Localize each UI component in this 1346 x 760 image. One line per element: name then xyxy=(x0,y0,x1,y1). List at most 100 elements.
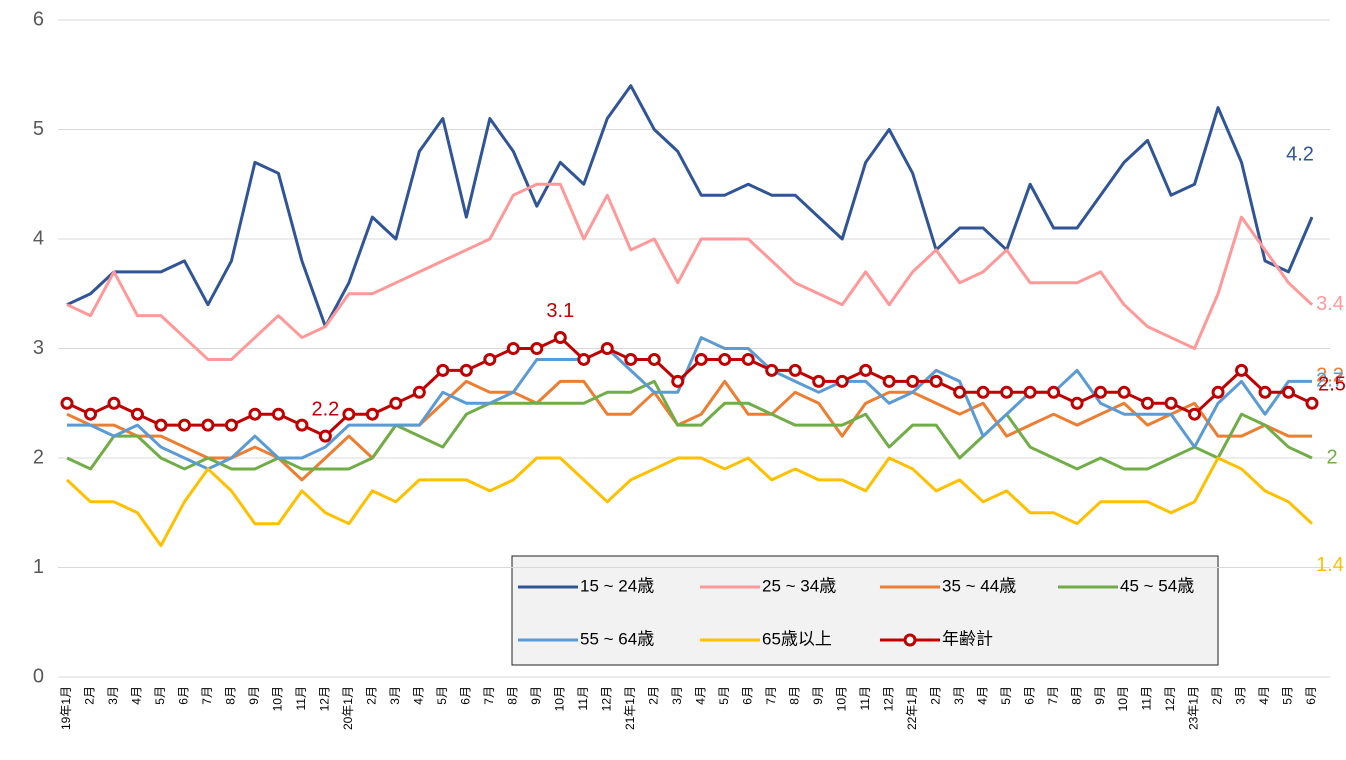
x-tick-label: 9月 xyxy=(529,686,543,705)
x-tick-label: 8月 xyxy=(224,686,238,705)
series-line xyxy=(65,456,1314,548)
x-tick-label: 7月 xyxy=(482,686,496,705)
point-marker xyxy=(248,407,262,421)
x-tick-label: 9月 xyxy=(247,686,261,705)
x-tick-label: 12月 xyxy=(318,686,332,711)
x-tick-label: 7月 xyxy=(200,686,214,705)
legend-label: 55 ~ 64歳 xyxy=(580,629,654,648)
point-marker xyxy=(835,374,849,388)
point-marker xyxy=(154,418,168,432)
point-marker xyxy=(812,374,826,388)
x-tick-label: 3月 xyxy=(670,686,684,705)
point-marker xyxy=(412,385,426,399)
y-tick-label: 0 xyxy=(33,665,44,687)
series-line xyxy=(66,182,1314,361)
series-line xyxy=(66,84,1314,329)
legend-label: 35 ~ 44歳 xyxy=(942,576,1016,595)
point-marker xyxy=(1305,396,1319,410)
x-tick-label: 7月 xyxy=(1046,686,1060,705)
point-marker xyxy=(577,352,591,366)
data-label: 2.2 xyxy=(311,398,339,420)
point-marker xyxy=(1164,396,1178,410)
x-tick-label: 7月 xyxy=(764,686,778,705)
legend-label: 15 ~ 24歳 xyxy=(580,576,654,595)
point-marker xyxy=(130,407,144,421)
x-tick-label: 9月 xyxy=(811,686,825,705)
y-tick-label: 3 xyxy=(33,337,44,359)
point-marker xyxy=(271,407,285,421)
x-tick-label: 2月 xyxy=(1210,686,1224,705)
x-tick-label: 4月 xyxy=(1257,686,1271,705)
x-tick-label: 8月 xyxy=(787,686,801,705)
x-tick-label: 22年1月 xyxy=(905,686,919,730)
point-marker xyxy=(1141,396,1155,410)
point-marker xyxy=(671,374,685,388)
point-marker xyxy=(976,385,990,399)
x-tick-label: 10月 xyxy=(1116,686,1130,711)
x-tick-label: 4月 xyxy=(975,686,989,705)
point-marker xyxy=(224,418,238,432)
point-marker xyxy=(600,342,614,355)
x-tick-label: 21年1月 xyxy=(623,686,637,730)
legend-label: 45 ~ 54歳 xyxy=(1120,576,1194,595)
x-tick-label: 20年1月 xyxy=(341,686,355,730)
point-marker xyxy=(506,342,520,355)
x-tick-label: 5月 xyxy=(717,686,731,705)
x-tick-label: 11月 xyxy=(1140,686,1154,710)
point-marker xyxy=(1094,385,1108,399)
point-marker xyxy=(718,352,732,366)
x-tick-label: 10月 xyxy=(271,686,285,711)
legend-label: 65歳以上 xyxy=(762,629,832,648)
y-tick-label: 1 xyxy=(33,556,44,578)
x-tick-label: 3月 xyxy=(952,686,966,705)
point-marker xyxy=(694,352,708,366)
x-tick-label: 12月 xyxy=(599,686,613,711)
point-marker xyxy=(906,374,920,388)
x-tick-label: 6月 xyxy=(1304,686,1318,705)
data-label: 4.2 xyxy=(1286,143,1314,165)
series-line xyxy=(67,336,1312,471)
point-marker xyxy=(318,429,332,443)
point-marker xyxy=(624,352,638,366)
x-tick-label: 12月 xyxy=(881,686,895,711)
x-tick-label: 11月 xyxy=(576,686,590,710)
point-marker xyxy=(647,352,661,366)
x-tick-label: 2月 xyxy=(928,686,942,705)
data-label: 1.4 xyxy=(1316,554,1344,576)
point-marker xyxy=(929,374,943,388)
point-marker xyxy=(788,363,802,377)
point-marker xyxy=(365,407,379,421)
point-marker xyxy=(953,385,967,399)
x-tick-label: 4月 xyxy=(693,686,707,705)
point-marker xyxy=(389,396,403,410)
legend-marker xyxy=(903,633,917,647)
x-tick-label: 5月 xyxy=(435,686,449,705)
legend-label: 25 ~ 34歳 xyxy=(762,576,836,595)
point-marker xyxy=(553,331,567,345)
x-tick-label: 4月 xyxy=(412,686,426,705)
point-marker xyxy=(765,363,779,377)
x-tick-label: 6月 xyxy=(459,686,473,705)
point-marker xyxy=(201,418,215,432)
point-marker xyxy=(1070,396,1084,410)
x-tick-label: 11月 xyxy=(858,686,872,710)
x-tick-label: 2月 xyxy=(83,686,97,705)
point-marker xyxy=(177,418,191,432)
x-tick-label: 10月 xyxy=(834,686,848,711)
data-label: 3.1 xyxy=(546,300,574,322)
x-tick-label: 6月 xyxy=(1022,686,1036,705)
x-tick-label: 8月 xyxy=(1069,686,1083,705)
point-marker xyxy=(1282,385,1296,399)
x-tick-label: 8月 xyxy=(505,686,519,705)
point-marker xyxy=(1117,385,1131,399)
point-marker xyxy=(1211,385,1225,399)
point-marker xyxy=(436,363,450,377)
data-label: 2.7 xyxy=(1316,370,1344,392)
x-tick-label: 5月 xyxy=(1281,686,1295,705)
x-tick-label: 12月 xyxy=(1163,686,1177,711)
x-tick-label: 11月 xyxy=(294,686,308,710)
point-marker xyxy=(1000,385,1014,399)
point-marker xyxy=(530,342,544,355)
point-marker xyxy=(1023,385,1037,399)
